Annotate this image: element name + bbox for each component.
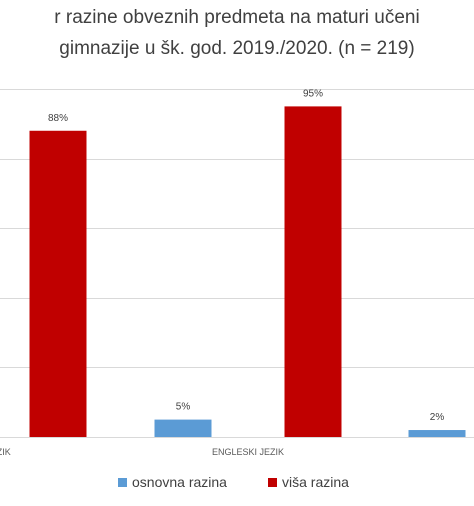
data-label: 5% bbox=[176, 402, 191, 413]
legend-swatch-basic bbox=[118, 477, 127, 487]
data-label: 2% bbox=[430, 412, 445, 423]
chart-title-line-1: r razine obveznih predmeta na maturi uče… bbox=[54, 7, 420, 28]
bar-higher bbox=[284, 106, 342, 438]
category-label: KI JEZIK bbox=[0, 447, 11, 457]
legend-swatch-higher bbox=[268, 477, 277, 487]
bar-higher bbox=[29, 130, 87, 437]
legend-label-basic: osnovna razina bbox=[132, 474, 227, 490]
category-label: ENGLESKI JEZIK bbox=[212, 447, 284, 457]
legend-label-higher: viša razina bbox=[282, 474, 349, 490]
bar-basic bbox=[154, 419, 212, 437]
data-label: 88% bbox=[48, 113, 68, 124]
bar-basic bbox=[408, 430, 466, 437]
legend-item-basic: osnovna razina bbox=[118, 474, 227, 490]
chart-title-line-2: gimnazije u šk. god. 2019./2020. (n = 21… bbox=[59, 38, 415, 59]
data-label: 95% bbox=[303, 88, 323, 99]
legend-item-higher: viša razina bbox=[268, 474, 349, 490]
